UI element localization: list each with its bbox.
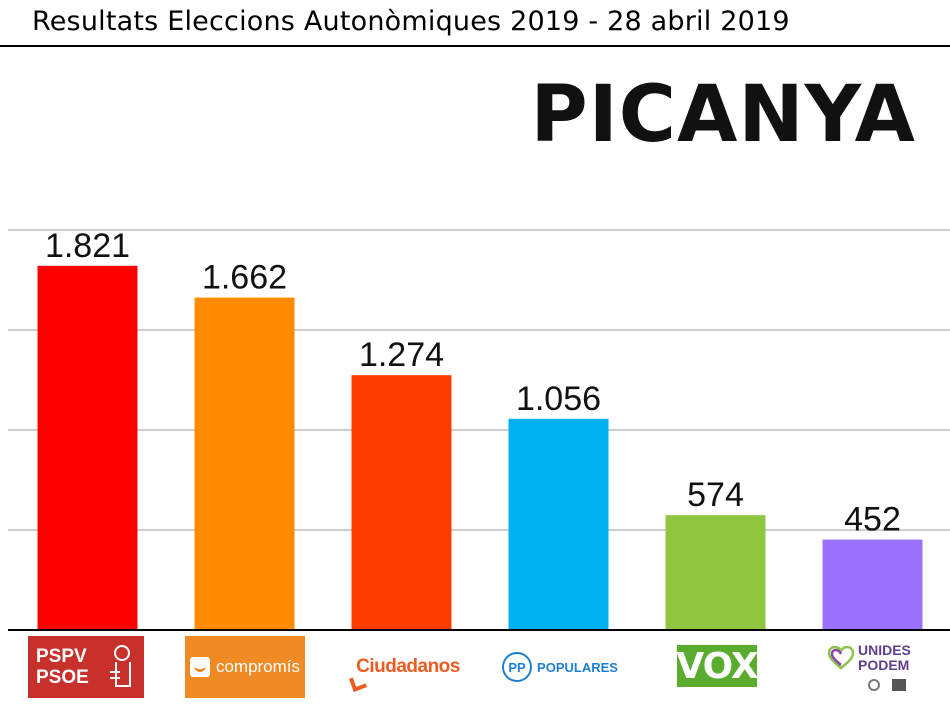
up-line1: UNIDES [858,642,911,658]
bar [37,265,138,630]
heart-icon [828,646,854,670]
data-label: 452 [844,501,901,539]
logo-compromis: compromís [185,636,305,698]
header-divider [0,45,950,47]
data-label: 1.274 [359,336,444,374]
logo-psoe: PSPV PSOE [28,636,144,698]
psoe-line2: PSOE [36,667,89,688]
logo-pp: PP POPULARES [497,636,623,698]
compromis-text: compromís [215,657,301,676]
bar [351,375,452,630]
bar [665,515,766,630]
page-title: Resultats Eleccions Autonòmiques 2019 - … [32,6,790,37]
logo-unides-podem: UNIDES PODEM [828,636,928,698]
municipality-name: PICANYA [530,70,916,160]
psoe-line1: PSPV [36,646,87,667]
bar [508,418,609,630]
bar [822,539,923,630]
data-label: 1.662 [202,259,287,297]
data-label: 574 [687,476,744,514]
ciudadanos-text: Ciudadanos [356,656,460,677]
circle-icon [868,679,880,691]
pp-text: POPULARES [537,659,618,675]
logo-ciudadanos: Ciudadanos [345,636,471,698]
up-line2: PODEM [858,657,910,673]
rose-icon [110,645,131,687]
pp-mark-icon: PP [502,652,533,682]
logo-vox: VOX [676,645,759,687]
smile-icon [189,657,210,677]
data-label: 1.821 [45,227,130,265]
bar [194,297,295,630]
data-label: 1.056 [516,380,601,418]
emblem-icon [892,679,906,691]
